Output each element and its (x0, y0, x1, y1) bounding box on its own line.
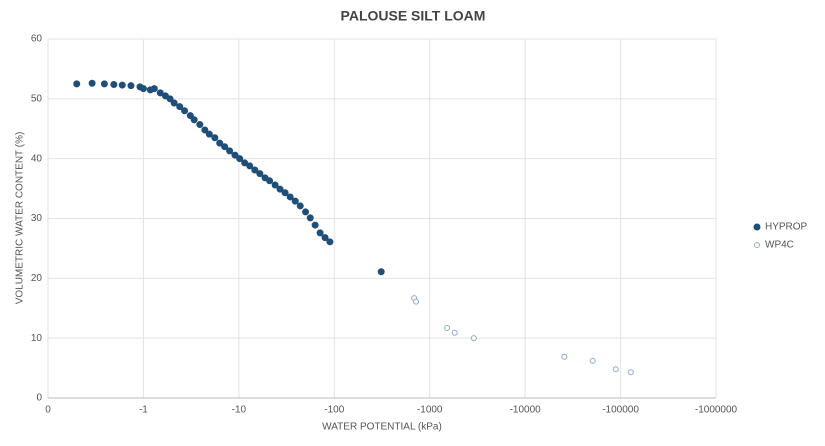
point (413, 298, 420, 305)
point (612, 366, 619, 373)
y-tick-label: 30 (31, 213, 43, 224)
point (276, 185, 284, 193)
point (226, 147, 234, 155)
point (127, 82, 135, 90)
legend-marker (754, 242, 760, 248)
legend-marker (753, 223, 761, 231)
point (311, 221, 319, 229)
point (302, 208, 310, 216)
chart-title: PALOUSE SILT LOAM (341, 8, 486, 24)
point (251, 166, 259, 174)
x-tick-label: -10000 (510, 405, 542, 416)
y-tick-label: 60 (31, 34, 43, 45)
x-tick-label: 0 (45, 405, 51, 416)
point (627, 369, 634, 376)
x-tick-label: -100 (324, 405, 344, 416)
point (326, 238, 334, 246)
point (286, 193, 294, 201)
point (186, 112, 194, 120)
point (201, 126, 209, 134)
point (316, 229, 324, 237)
point (236, 155, 244, 163)
point (73, 80, 81, 88)
y-tick-label: 50 (31, 93, 43, 104)
point (100, 80, 108, 88)
point (306, 214, 314, 222)
point (321, 234, 329, 242)
point (241, 159, 249, 167)
point (589, 357, 596, 364)
point (444, 324, 451, 331)
x-tick-label: -1 (139, 405, 148, 416)
point (470, 335, 477, 342)
point (266, 177, 274, 185)
point (377, 268, 385, 276)
x-tick-label: -1000 (417, 405, 443, 416)
point (271, 181, 279, 189)
point (176, 103, 184, 111)
point (561, 353, 568, 360)
point (181, 107, 189, 115)
point (296, 202, 304, 210)
point (231, 151, 239, 159)
legend-label: WP4C (765, 240, 794, 251)
x-axis-title: WATER POTENTIAL (kPa) (322, 422, 442, 433)
point (150, 85, 158, 93)
point (118, 81, 126, 89)
y-tick-label: 20 (31, 273, 43, 284)
point (166, 95, 174, 103)
point (190, 116, 198, 124)
y-tick-label: 10 (31, 333, 43, 344)
point (216, 139, 224, 147)
point (221, 143, 229, 151)
x-tick-label: -100000 (602, 405, 639, 416)
point (170, 99, 178, 107)
y-tick-label: 40 (31, 153, 43, 164)
point (256, 170, 264, 178)
point (451, 329, 458, 336)
point (281, 189, 289, 197)
point (110, 80, 118, 88)
point (246, 162, 254, 170)
point (156, 89, 164, 97)
point (205, 130, 213, 138)
point (88, 79, 96, 87)
x-tick-label: -10 (232, 405, 247, 416)
point (139, 85, 147, 93)
point (196, 121, 204, 129)
y-axis-title: VOLUMETRIC WATER CONTENT (%) (15, 132, 26, 305)
legend-label: HYPROP (765, 222, 808, 233)
point (291, 197, 299, 205)
y-tick-label: 0 (36, 393, 42, 404)
x-tick-label: -1000000 (695, 405, 738, 416)
point (211, 134, 219, 142)
